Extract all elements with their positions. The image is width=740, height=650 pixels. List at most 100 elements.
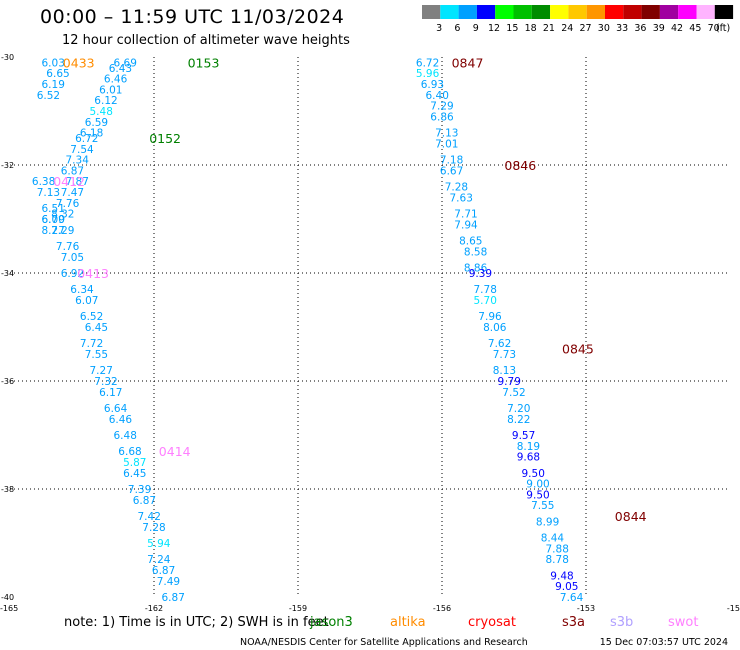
- legend-label: 3: [436, 23, 442, 34]
- color-legend: 3 6 9 12 15 18 21 24 27 30 33 36 39 42 45 70(ft): [422, 5, 734, 34]
- wave-height-value: 8.13: [493, 365, 516, 377]
- wave-height-value: 6.34: [70, 284, 94, 296]
- legend-swatch: [531, 5, 551, 19]
- legend-swatch: [476, 5, 496, 19]
- wave-height-value: 5.87: [123, 457, 146, 469]
- legend-label: 9: [473, 23, 479, 34]
- wave-height-value: 6.17: [99, 387, 122, 399]
- wave-height-value: 9.79: [498, 376, 521, 388]
- legend-swatch: [586, 5, 605, 19]
- wave-height-value: 7.52: [502, 387, 525, 399]
- pass-time-label: 0846: [504, 158, 536, 173]
- wave-height-value: 6.48: [114, 430, 137, 442]
- wave-height-value: 7.76: [56, 198, 80, 210]
- legend-label: 30: [598, 23, 610, 34]
- wave-height-value: 9.39: [469, 268, 492, 280]
- wave-height-value: 7.18: [440, 155, 463, 167]
- wave-height-value: 7.88: [546, 543, 569, 555]
- wave-height-value: 6.93: [421, 79, 444, 91]
- wave-height-value: 8.19: [517, 441, 540, 453]
- wave-height-value: 5.70: [474, 295, 497, 307]
- wave-height-value: 8.65: [459, 236, 482, 248]
- legend-swatch: [659, 5, 679, 19]
- legend-label: 6: [454, 23, 460, 34]
- wave-height-value: 5.96: [416, 68, 440, 80]
- wave-height-value: 7.96: [478, 311, 502, 323]
- wave-height-value: 7.05: [61, 252, 84, 264]
- lat-tick-label: -36: [1, 377, 14, 386]
- wave-height-value: 8.78: [546, 554, 569, 566]
- lon-tick-label: -162: [145, 604, 163, 613]
- legend-swatch: [696, 5, 715, 19]
- wave-height-value: 5.94: [147, 538, 171, 550]
- wave-height-value: 6.18: [80, 128, 103, 140]
- wave-height-value: 6.65: [46, 68, 69, 80]
- wave-height-value: 6.69: [114, 57, 137, 69]
- wave-height-value: 7.29: [430, 101, 453, 113]
- wave-height-value: 8.44: [541, 533, 565, 545]
- wave-height-value: 5.48: [90, 106, 113, 118]
- wave-height-value: 7.71: [454, 209, 477, 221]
- wave-height-value: 7.24: [147, 554, 171, 566]
- wave-height-value: 6.87: [133, 495, 156, 507]
- footer-note: note: 1) Time is in UTC; 2) SWH is in fe…: [64, 615, 329, 630]
- wave-height-value: 7.13: [37, 187, 60, 199]
- page-subtitle: 12 hour collection of altimeter wave hei…: [62, 33, 350, 48]
- wave-height-value: 9.50: [522, 468, 545, 480]
- wave-height-value: 6.07: [75, 295, 98, 307]
- wave-height-value: 6.64: [104, 403, 128, 415]
- wave-height-value: 6.72: [416, 57, 439, 69]
- wave-height-value: 7.62: [488, 338, 511, 350]
- lon-tick-label: -15: [727, 604, 740, 613]
- wave-height-value: 7.01: [435, 138, 458, 150]
- wave-height-value: 6.40: [426, 90, 449, 102]
- wave-height-value: 6.38: [32, 176, 55, 188]
- wave-height-value: 7.42: [138, 511, 161, 523]
- wave-height-value: 7.87: [66, 176, 89, 188]
- lon-tick-label: -159: [289, 604, 307, 613]
- wave-height-value: 9.00: [526, 479, 549, 491]
- lat-tick-label: -40: [1, 593, 14, 602]
- wave-height-value: 7.13: [435, 128, 458, 140]
- page-title: 00:00 – 11:59 UTC 11/03/2024: [40, 6, 345, 28]
- legend-unit: (ft): [716, 23, 730, 34]
- legend-swatch: [605, 5, 624, 19]
- pass-time-label: 0153: [188, 55, 220, 70]
- wave-height-value: 6.03: [42, 57, 65, 69]
- wave-height-value: 6.92: [61, 268, 84, 280]
- wave-height-value: 8.86: [464, 263, 488, 275]
- legend-label: 45: [689, 23, 701, 34]
- satellite-legend-cryosat: cryosat: [468, 615, 516, 630]
- wave-height-value: 8.32: [51, 209, 74, 221]
- wave-height-value: 7.28: [142, 522, 165, 534]
- wave-height-value: 6.00: [42, 214, 65, 226]
- legend-label: 18: [525, 23, 537, 34]
- satellite-legend-jason3: jason3: [309, 615, 353, 630]
- pass-time-label: 0412: [53, 174, 85, 189]
- wave-height-value: 6.52: [37, 90, 60, 102]
- wave-height-value: 7.73: [493, 349, 516, 361]
- wave-height-value: 6.46: [109, 414, 133, 426]
- satellite-legend-altika: altika: [390, 615, 426, 630]
- lon-tick-label: -156: [433, 604, 451, 613]
- wave-height-value: 6.46: [104, 74, 128, 86]
- lat-tick-label: -30: [1, 53, 14, 62]
- wave-height-value: 7.28: [445, 182, 468, 194]
- wave-height-value: 7.54: [70, 144, 94, 156]
- generated-timestamp: 15 Dec 07:03:57 UTC 2024: [600, 637, 728, 648]
- wave-height-value: 6.45: [85, 322, 108, 334]
- wave-height-value: 7.34: [66, 155, 90, 167]
- wave-height-value: 9.05: [555, 581, 578, 593]
- legend-swatch: [641, 5, 660, 19]
- pass-time-label: 0845: [562, 342, 594, 357]
- wave-height-value: 7.94: [454, 219, 478, 231]
- wave-height-value: 7.78: [474, 284, 497, 296]
- wave-height-value: 6.19: [42, 79, 65, 91]
- wave-height-value: 7.29: [51, 225, 74, 237]
- legend-swatch: [495, 5, 514, 19]
- wave-height-value: 8.27: [42, 225, 65, 237]
- pass-time-label: 0413: [77, 266, 109, 281]
- wave-height-value: 6.68: [118, 446, 141, 458]
- satellite-legend-s3b: s3b: [610, 615, 633, 630]
